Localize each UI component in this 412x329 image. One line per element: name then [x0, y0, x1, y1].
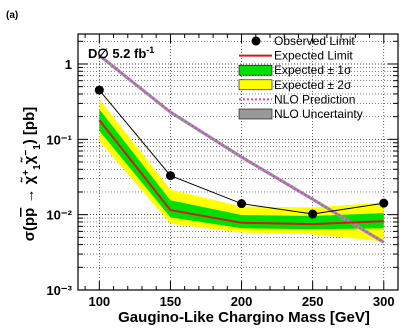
legend-label: Expected ± 2σ: [274, 78, 352, 92]
y-label-part: +: [21, 170, 32, 176]
tick-labels: 100 150 200 250 300 10⁻³ 10⁻² 10⁻¹ 1: [46, 57, 394, 309]
legend-label: NLO Uncertainty: [274, 107, 363, 121]
luminosity-annotation: D∅ 5.2 fb-1: [88, 45, 154, 61]
annotation-exponent: -1: [146, 45, 154, 55]
observed-point: [165, 171, 175, 181]
y-label-part: → χ̃: [20, 175, 38, 207]
observed-point: [237, 199, 247, 209]
y-tick-label: 10⁻²: [46, 208, 72, 223]
y-label-part: ) [pb]: [21, 107, 38, 144]
observed-point: [379, 198, 389, 208]
expected-limit-line: [98, 119, 384, 226]
x-tick-label: 200: [231, 294, 253, 309]
observed-point: [308, 209, 318, 219]
legend-symbol-1sigma: [238, 64, 273, 76]
x-tick-label: 150: [160, 294, 182, 309]
x-tick-label: 300: [373, 294, 395, 309]
band-1sigma-layer: [99, 109, 384, 230]
band-1sigma: [99, 109, 384, 230]
legend-symbol-2sigma: [238, 79, 273, 91]
axis-ticks: [78, 34, 399, 291]
series-lines-layer: [98, 54, 385, 244]
y-tick-label: 10⁻³: [46, 283, 72, 298]
legend-symbol-nlo-uncertainty: [238, 108, 273, 120]
nlo-prediction-line: [98, 54, 385, 244]
x-tick-label: 100: [88, 294, 110, 309]
observed-point: [94, 85, 104, 95]
y-tick-label: 10⁻¹: [46, 132, 72, 147]
legend-label: Observed Limit: [274, 34, 355, 48]
y-tick-label: 1: [65, 57, 72, 72]
annotation-main: D∅ 5.2 fb: [88, 46, 146, 61]
y-label-part: σ(p: [21, 217, 38, 241]
legend-label: Expected ± 1σ: [274, 63, 352, 77]
y-label-part: 1: [32, 164, 43, 170]
panel-label: (a): [6, 10, 18, 21]
y-label-part: −: [21, 150, 32, 156]
y-axis-label: σ(pp → χ̃+1χ̃−1) [pb]: [20, 107, 43, 242]
legend-label: NLO Prediction: [274, 92, 355, 106]
legend-symbol-observed: [251, 36, 261, 46]
y-label-part: p: [21, 208, 38, 217]
x-axis-label: Gaugino-Like Chargino Mass [GeV]: [118, 309, 370, 326]
legend-label: Expected Limit: [274, 49, 353, 63]
y-label-part: χ̃: [20, 155, 38, 164]
observed-markers-layer: [94, 85, 389, 219]
y-label-part: 1: [32, 144, 43, 150]
x-tick-label: 250: [302, 294, 324, 309]
